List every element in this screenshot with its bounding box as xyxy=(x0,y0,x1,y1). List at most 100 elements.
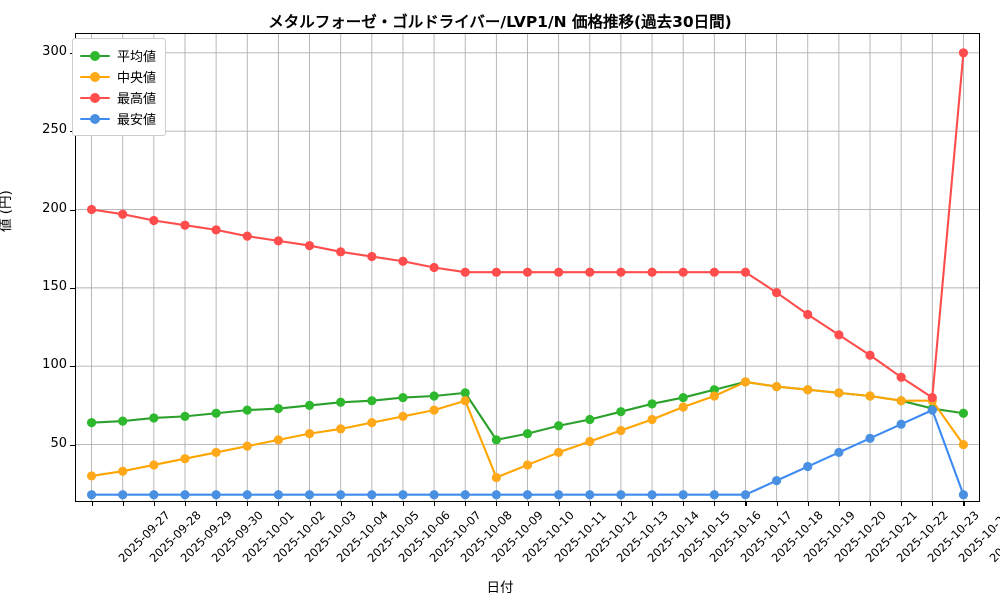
x-tick-mark xyxy=(683,501,685,506)
data-point xyxy=(927,405,937,415)
data-point xyxy=(149,490,159,500)
data-point xyxy=(678,267,688,277)
legend-item-3[interactable]: 最安値 xyxy=(80,108,156,129)
y-tick-label: 300 xyxy=(42,43,67,59)
x-tick-mark xyxy=(122,501,124,506)
x-tick-mark xyxy=(465,501,467,506)
data-point xyxy=(865,433,875,443)
data-point xyxy=(554,267,564,277)
y-tick-mark xyxy=(70,366,75,368)
data-point xyxy=(118,466,128,476)
data-point xyxy=(585,267,595,277)
data-point xyxy=(429,262,439,273)
data-point xyxy=(149,413,159,423)
legend-item-1[interactable]: 中央値 xyxy=(80,66,156,87)
x-tick-mark xyxy=(278,501,280,506)
data-point xyxy=(118,490,128,500)
data-point xyxy=(398,256,408,266)
data-point xyxy=(398,490,408,500)
data-point xyxy=(491,472,501,483)
legend-swatch-icon xyxy=(80,49,110,63)
x-tick-mark xyxy=(247,501,249,506)
x-tick-mark xyxy=(340,501,342,506)
legend-item-0[interactable]: 平均値 xyxy=(80,45,156,66)
data-point xyxy=(616,490,626,500)
data-point xyxy=(429,405,439,415)
y-tick-mark xyxy=(70,209,75,211)
x-tick-mark xyxy=(402,501,405,506)
data-point xyxy=(242,231,252,241)
data-point xyxy=(367,490,377,500)
data-point xyxy=(86,471,97,481)
x-tick-mark xyxy=(527,501,529,506)
data-point xyxy=(958,490,969,500)
x-axis-label: 日付 xyxy=(486,580,514,596)
x-tick-mark xyxy=(434,501,436,506)
data-point xyxy=(896,372,906,382)
data-point xyxy=(958,48,969,58)
data-point xyxy=(149,215,159,226)
data-point xyxy=(772,382,782,392)
x-tick-mark xyxy=(714,501,716,506)
data-point xyxy=(616,267,626,277)
data-point xyxy=(709,490,719,500)
chart-title: メタルフォーゼ・ゴルドライバー/LVP1/N 価格推移(過去30日間) xyxy=(268,13,732,31)
chart-legend: 平均値 中央値 最高値 最安値 xyxy=(72,38,167,136)
series-line-3 xyxy=(90,409,965,496)
data-point xyxy=(522,490,533,500)
data-point xyxy=(304,240,315,251)
data-point xyxy=(491,490,501,500)
data-point xyxy=(585,490,595,500)
data-point xyxy=(678,490,688,500)
legend-item-2[interactable]: 最高値 xyxy=(80,87,156,108)
data-point xyxy=(367,396,377,406)
data-point xyxy=(460,267,470,277)
data-point xyxy=(273,403,283,414)
data-point xyxy=(896,396,906,406)
data-point xyxy=(242,441,252,451)
data-point xyxy=(180,220,190,230)
x-tick-mark xyxy=(838,501,840,506)
x-tick-mark xyxy=(807,501,809,506)
data-point xyxy=(522,460,533,470)
data-point xyxy=(616,407,626,417)
data-point xyxy=(772,476,782,486)
data-point xyxy=(772,287,782,298)
data-point xyxy=(740,377,751,387)
data-point xyxy=(678,402,688,412)
data-point xyxy=(429,391,439,401)
data-point xyxy=(460,396,470,406)
y-tick-mark xyxy=(70,444,75,446)
y-axis-label: 値 (円) xyxy=(0,190,14,232)
data-point xyxy=(242,405,252,415)
x-tick-mark xyxy=(496,501,498,506)
data-point xyxy=(522,429,533,439)
data-point xyxy=(491,435,501,445)
data-point xyxy=(180,490,190,500)
data-point xyxy=(958,408,969,418)
x-tick-mark xyxy=(589,501,591,506)
data-point xyxy=(554,421,564,431)
legend-swatch-icon xyxy=(80,112,110,126)
data-point xyxy=(429,490,439,500)
x-tick-mark xyxy=(776,501,778,506)
legend-swatch-icon xyxy=(80,70,110,84)
x-tick-mark xyxy=(216,501,218,506)
data-point xyxy=(865,391,875,401)
data-point xyxy=(647,414,657,425)
data-point xyxy=(647,267,657,277)
chart-series-layer xyxy=(86,48,969,500)
data-point xyxy=(118,416,128,426)
data-point xyxy=(118,209,128,219)
data-point xyxy=(585,414,595,425)
data-point xyxy=(336,424,346,434)
x-tick-mark xyxy=(371,501,373,506)
data-point xyxy=(554,447,564,458)
data-point xyxy=(149,460,159,470)
y-tick-label: 50 xyxy=(50,435,67,451)
x-tick-mark xyxy=(652,501,654,506)
data-point xyxy=(211,490,221,500)
data-point xyxy=(709,267,719,277)
data-point xyxy=(273,435,283,445)
